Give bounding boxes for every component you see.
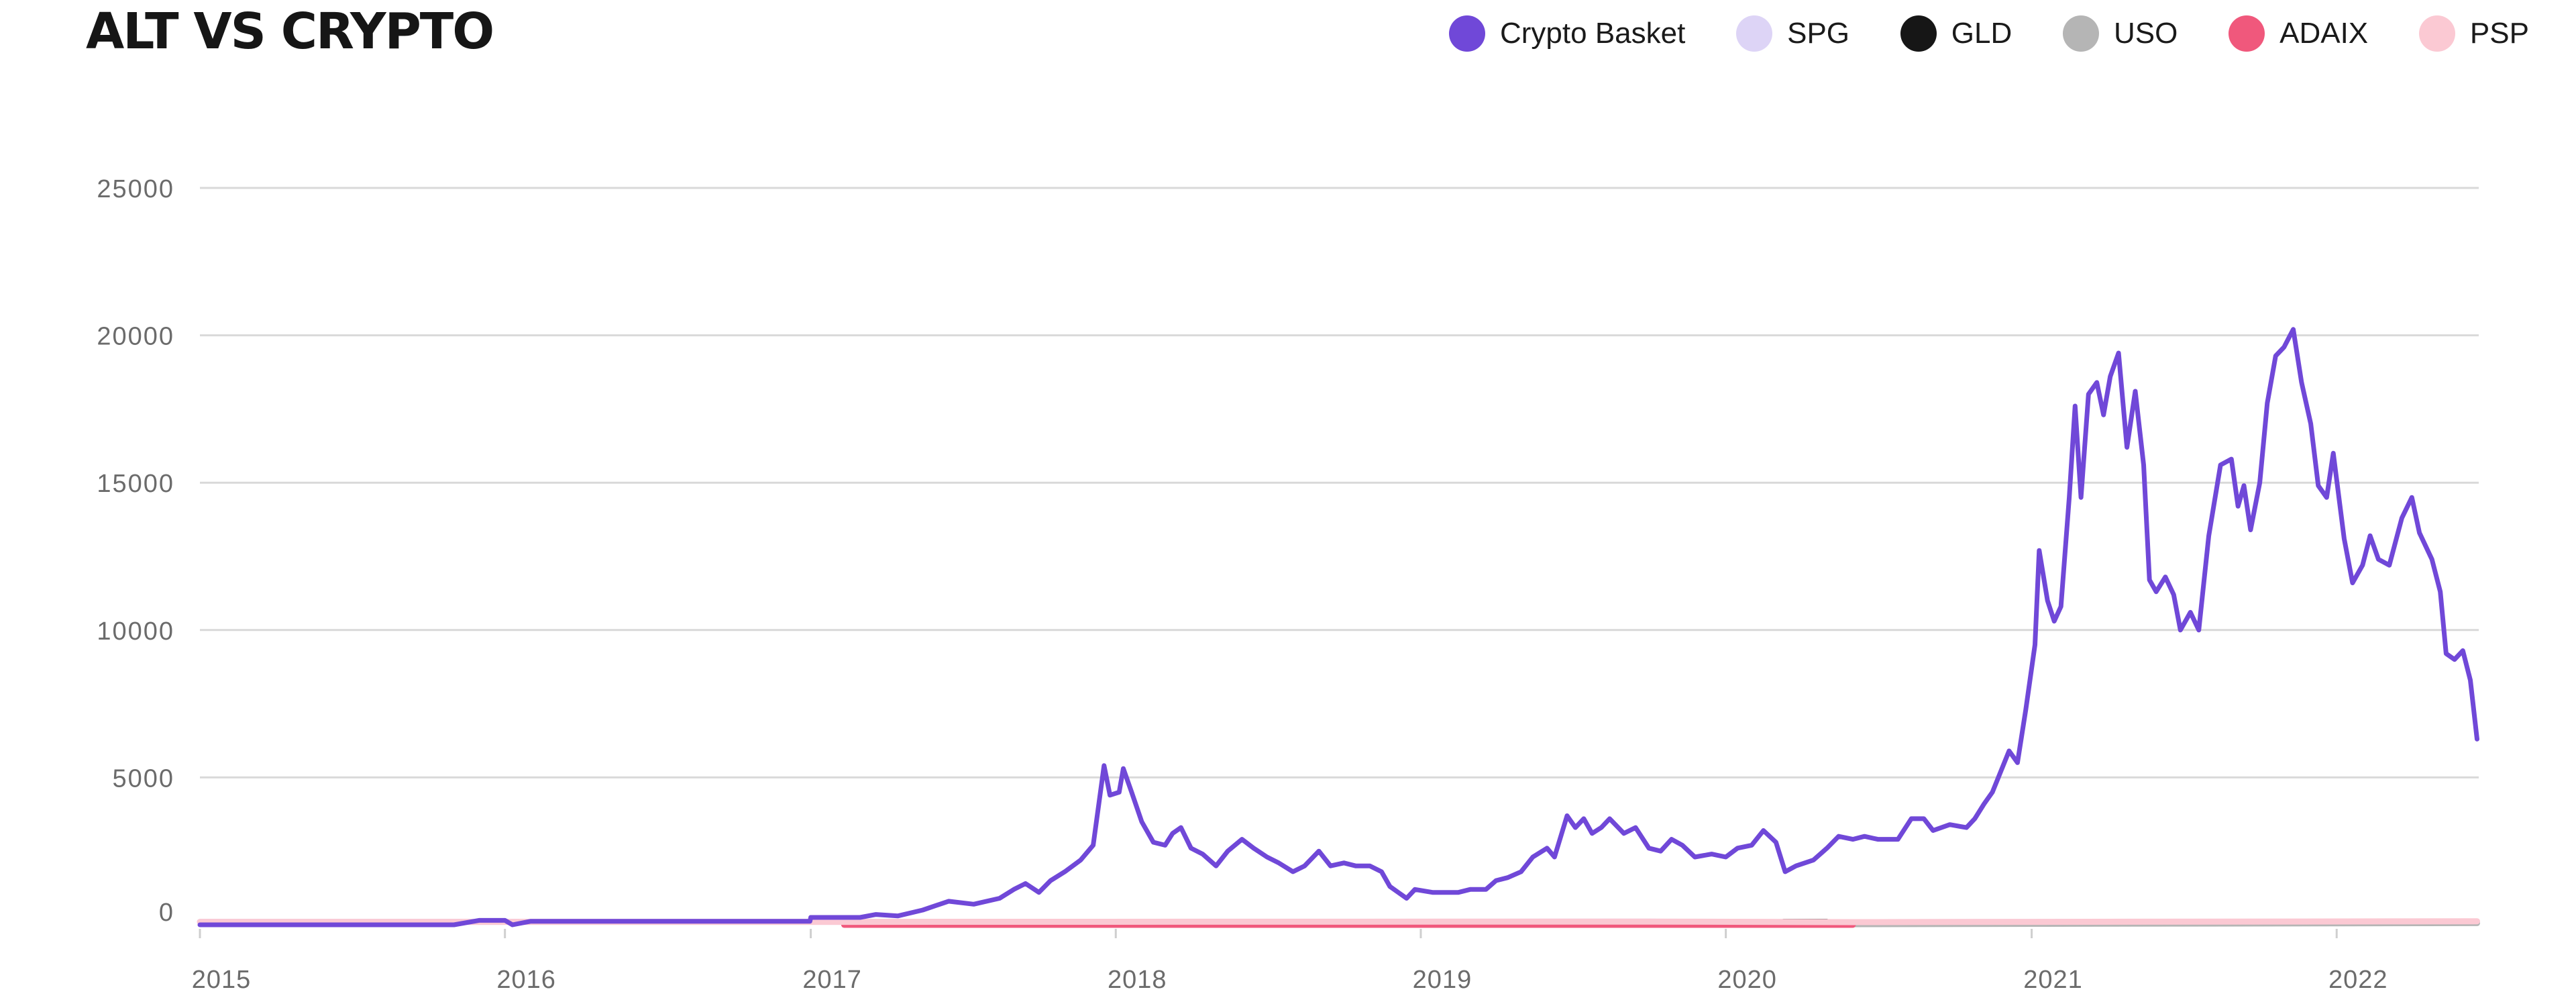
x-tick-label: 2018 (1108, 966, 1167, 994)
y-tick-label: 0 (159, 899, 174, 927)
x-tick-label: 2017 (802, 966, 862, 994)
x-axis-ticks: 2015 2016 2017 2018 2019 2020 2021 2022 (192, 929, 2388, 994)
y-axis-ticks: 0 5000 10000 15000 20000 25000 (97, 175, 174, 927)
legend-item-adaix: ADAIX (2229, 15, 2368, 52)
legend: Crypto Basket SPG GLD USO ADAIX PSP (1449, 15, 2529, 52)
chart-title: ALT VS CRYPTO (86, 3, 494, 60)
legend-label: ADAIX (2279, 17, 2369, 50)
x-tick-label: 2016 (496, 966, 556, 994)
x-tick-label: 2022 (2328, 966, 2388, 994)
legend-swatch (2063, 15, 2099, 52)
legend-swatch (1900, 15, 1937, 52)
legend-swatch (1736, 15, 1773, 52)
legend-label: PSP (2469, 17, 2529, 50)
legend-item-spg: SPG (1736, 15, 1849, 52)
series-lines (197, 327, 2480, 928)
y-tick-label: 10000 (97, 617, 174, 646)
legend-swatch (2229, 15, 2265, 52)
legend-item-crypto-basket: Crypto Basket (1449, 15, 1685, 52)
legend-label: SPG (1787, 17, 1850, 50)
legend-label: GLD (1951, 17, 2012, 50)
y-tick-label: 15000 (97, 470, 174, 498)
x-tick-label: 2015 (192, 966, 252, 994)
series-line-crypto-basket (197, 327, 2479, 927)
y-tick-label: 5000 (112, 764, 174, 793)
x-tick-label: 2021 (2023, 966, 2083, 994)
legend-item-uso: USO (2063, 15, 2178, 52)
legend-item-psp: PSP (2418, 15, 2529, 52)
legend-label: Crypto Basket (1500, 17, 1686, 50)
legend-item-gld: GLD (1900, 15, 2012, 52)
legend-swatch (2418, 15, 2455, 52)
x-tick-label: 2020 (1717, 966, 1777, 994)
y-tick-label: 25000 (97, 175, 174, 203)
gridlines (200, 187, 2479, 779)
legend-swatch (1449, 15, 1485, 52)
legend-label: USO (2114, 17, 2178, 50)
x-tick-label: 2019 (1413, 966, 1472, 994)
y-tick-label: 20000 (97, 323, 174, 351)
